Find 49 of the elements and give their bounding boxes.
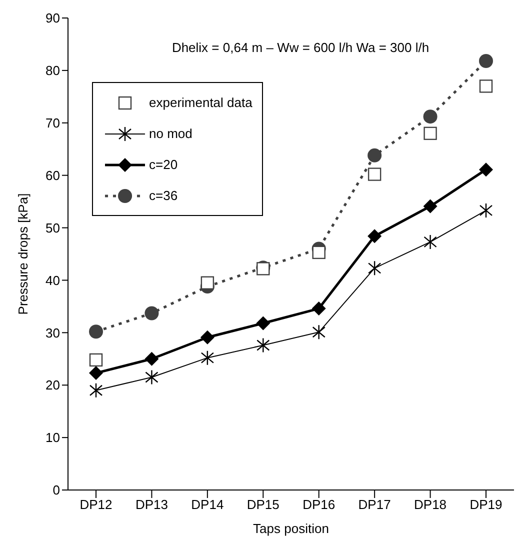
legend-label: experimental data — [149, 95, 252, 110]
y-tick-label: 60 — [46, 168, 60, 183]
x-tick-label: DP16 — [302, 497, 336, 512]
point — [256, 316, 270, 330]
x-tick-label: DP14 — [191, 497, 224, 512]
x-tick-label: DP13 — [135, 497, 168, 512]
x-tick-label: DP15 — [246, 497, 280, 512]
point — [424, 234, 437, 250]
point — [312, 302, 326, 316]
x-tick-label: DP18 — [414, 497, 447, 512]
y-tick-label: 50 — [46, 220, 60, 236]
x-tick-label: DP12 — [80, 497, 112, 512]
legend-label: c=36 — [149, 188, 178, 203]
legend-label: no mod — [149, 126, 192, 141]
x-tick-label: DP17 — [358, 497, 391, 512]
point — [479, 202, 493, 218]
point — [89, 366, 103, 380]
point — [144, 306, 159, 320]
point — [144, 352, 159, 366]
point — [312, 324, 326, 340]
x-axis-title: Taps position — [253, 521, 329, 536]
point — [200, 350, 214, 366]
point — [423, 110, 438, 124]
point — [312, 246, 326, 260]
y-tick-label: 10 — [46, 430, 60, 446]
point — [89, 324, 103, 339]
point — [89, 382, 103, 398]
y-tick-label: 80 — [46, 63, 60, 78]
point — [256, 338, 270, 353]
point — [200, 276, 214, 290]
point — [368, 229, 382, 244]
y-tick-label: 70 — [46, 116, 60, 131]
y-tick-label: 0 — [52, 482, 60, 498]
point — [200, 330, 214, 344]
point — [89, 353, 103, 367]
point — [479, 54, 493, 68]
y-tick-label: 90 — [46, 10, 60, 26]
point — [423, 199, 438, 214]
x-tick-label: DP19 — [470, 497, 502, 512]
y-axis-title: Pressure drops [kPa] — [16, 193, 31, 315]
point — [479, 162, 493, 177]
point — [145, 370, 158, 385]
annotation: Dhelix = 0,64 m – Ww = 600 l/h Wa = 300 l/h — [170, 40, 430, 55]
y-tick-label: 40 — [46, 272, 60, 288]
point — [368, 260, 382, 276]
y-tick-label: 20 — [46, 378, 60, 393]
y-tick-label: 30 — [46, 325, 60, 340]
point — [368, 148, 382, 162]
legend-label: c=20 — [149, 157, 178, 172]
